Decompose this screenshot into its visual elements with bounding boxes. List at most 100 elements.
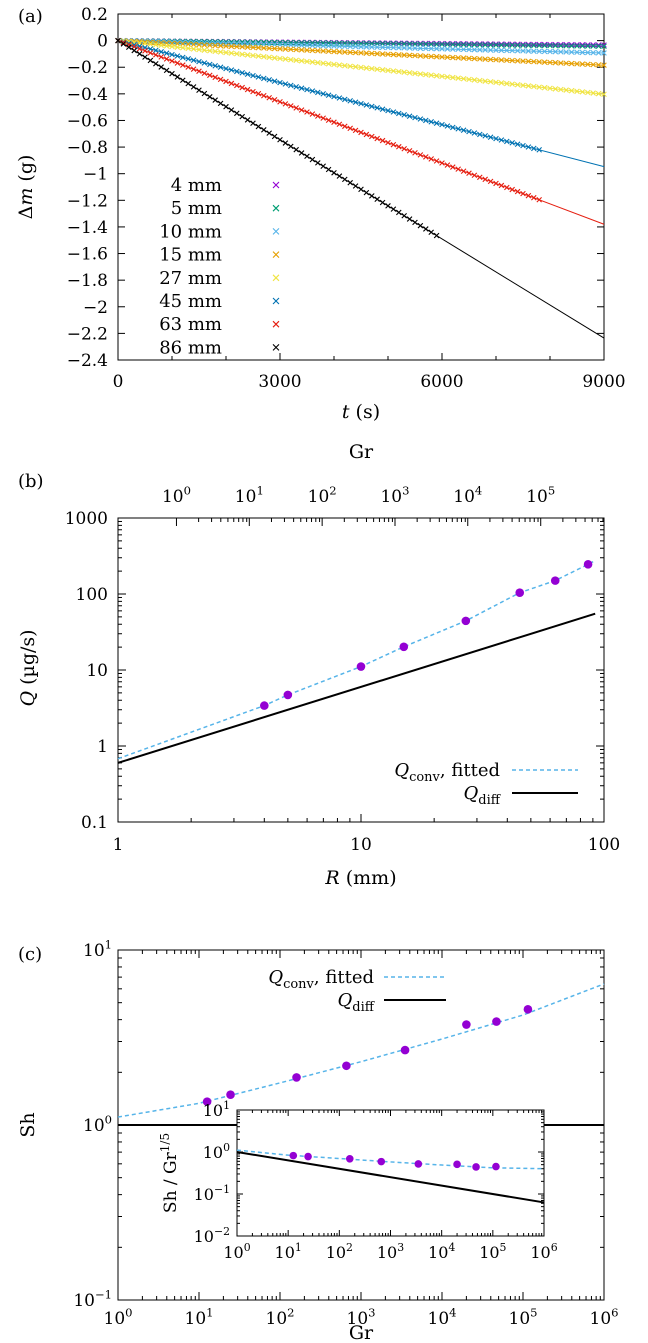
a-data-point <box>288 143 294 150</box>
a-data-point <box>401 69 407 76</box>
c-data-point <box>202 1097 212 1106</box>
a-data-point <box>379 137 386 144</box>
a-data-point <box>331 169 337 176</box>
a-data-point <box>444 41 451 48</box>
inset-curves <box>236 1149 545 1204</box>
a-data-point <box>601 42 607 48</box>
a-data-point <box>595 42 602 48</box>
a-data-point <box>293 105 299 111</box>
panel-c-markers <box>202 1005 533 1106</box>
a-data-point <box>390 206 397 212</box>
a-data-point <box>439 46 445 52</box>
a-data-point <box>158 64 164 70</box>
a-data-point <box>255 39 262 46</box>
a-ytick-label: 0 <box>97 32 108 52</box>
inset-diff-line <box>236 1151 545 1204</box>
a-data-point <box>217 49 224 55</box>
a-data-point <box>336 43 343 50</box>
b-ytick-label: 0.1 <box>81 813 108 833</box>
a-data-point <box>379 51 386 57</box>
a-data-point <box>417 116 424 122</box>
inset-data-point <box>453 1160 461 1169</box>
a-data-point <box>255 74 262 80</box>
c-xtick-label: 102 <box>266 1305 295 1329</box>
a-data-point <box>309 42 316 49</box>
a-data-point <box>239 70 245 76</box>
a-data-point <box>223 78 229 85</box>
a-data-point <box>433 41 440 48</box>
a-data-point <box>239 44 245 50</box>
a-data-point <box>493 79 499 86</box>
a-data-point <box>347 43 353 50</box>
a-data-point <box>331 119 337 126</box>
a-data-point <box>552 86 559 92</box>
a-data-point <box>514 47 521 54</box>
a-data-point <box>520 190 526 197</box>
a-data-point <box>406 41 413 47</box>
c-xtick-label: 105 <box>509 1305 538 1329</box>
a-data-point <box>336 121 343 128</box>
b-ytick-label: 10 <box>86 661 108 681</box>
a-legend-marker <box>272 251 280 258</box>
b-data-point <box>356 662 366 671</box>
c-legend-label: Qdiff <box>338 990 376 1015</box>
a-data-point <box>142 48 148 54</box>
c-xtick-label: 104 <box>428 1305 457 1329</box>
a-data-point <box>509 42 515 48</box>
a-data-point <box>460 168 467 174</box>
b-xtick-label: 100 <box>588 835 620 855</box>
a-xtick-label: 9000 <box>582 372 625 392</box>
a-data-point <box>369 44 375 50</box>
a-data-point <box>239 113 245 120</box>
a-data-point <box>115 37 121 44</box>
a-data-point <box>158 42 164 49</box>
a-data-point <box>531 58 537 65</box>
a-data-point <box>558 60 564 66</box>
a-data-point <box>136 38 143 45</box>
a-data-point <box>261 75 267 82</box>
a-data-point <box>309 111 316 117</box>
a-data-point <box>574 49 580 56</box>
a-data-point <box>450 41 456 48</box>
a-data-point <box>336 62 343 68</box>
a-data-point <box>595 62 602 68</box>
inset-ytick-label: 100 <box>203 1141 230 1162</box>
a-data-point <box>514 58 521 64</box>
a-data-point <box>131 39 137 46</box>
inset-data-point <box>289 1151 298 1160</box>
a-legend-marker <box>272 228 280 235</box>
a-data-point <box>196 41 202 48</box>
inset-data-point <box>345 1154 354 1163</box>
a-data-point <box>568 49 575 55</box>
a-data-point <box>374 66 380 73</box>
a-data-point <box>234 110 240 117</box>
a-data-point <box>325 43 332 49</box>
a-data-point <box>315 89 321 96</box>
a-data-point <box>315 47 321 54</box>
a-data-point <box>136 51 143 57</box>
a-data-point <box>352 99 359 106</box>
a-data-point <box>325 166 332 173</box>
a-data-point <box>180 39 186 46</box>
a-data-point <box>433 73 440 79</box>
a-ytick-label: −0.2 <box>67 58 108 78</box>
a-data-point <box>595 90 602 97</box>
a-data-point <box>223 43 229 49</box>
a-data-point <box>439 40 445 47</box>
a-data-point <box>460 55 467 61</box>
a-data-point <box>547 41 553 48</box>
a-data-point <box>234 39 240 45</box>
b-top-tick-label: 104 <box>453 483 482 507</box>
a-data-point <box>207 40 213 46</box>
a-data-point <box>250 39 256 45</box>
inset-data-point <box>304 1152 312 1161</box>
a-data-point <box>201 70 208 77</box>
a-data-point <box>212 63 218 69</box>
a-data-point <box>288 46 294 53</box>
a-legend-marker <box>272 297 280 305</box>
a-data-point <box>325 61 332 67</box>
a-data-point <box>531 42 537 49</box>
a-data-point <box>244 44 251 50</box>
a-data-point <box>352 43 359 50</box>
